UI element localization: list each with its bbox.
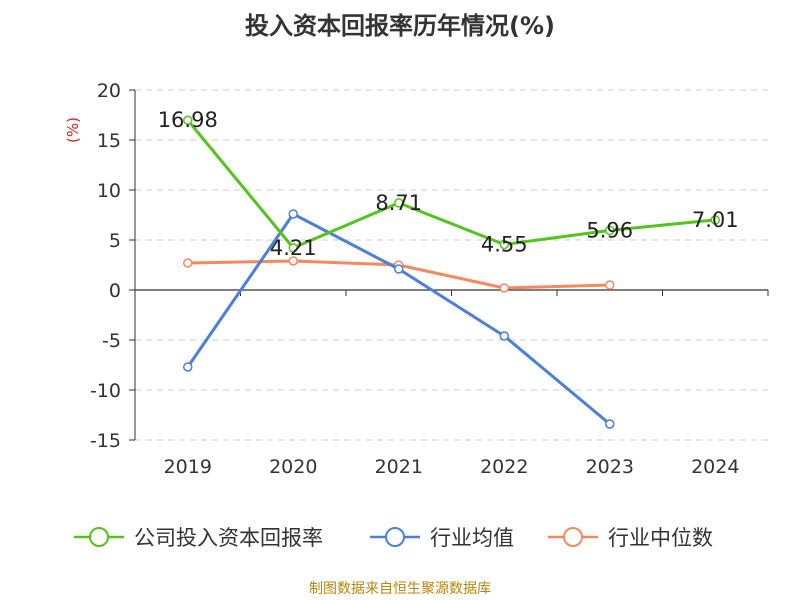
legend-item[interactable]: 行业中位数 xyxy=(548,526,713,550)
y-tick-label: -5 xyxy=(102,330,121,352)
y-tick-label: -15 xyxy=(90,430,121,452)
legend-item[interactable]: 公司投入资本回报率 xyxy=(74,526,323,550)
x-tick-label: 2024 xyxy=(691,456,739,478)
data-label: 7.01 xyxy=(692,208,739,232)
legend-marker xyxy=(563,527,583,547)
legend-marker xyxy=(385,527,405,547)
legend-label: 行业均值 xyxy=(430,526,514,550)
data-point xyxy=(605,225,615,236)
data-label: 8.71 xyxy=(375,191,422,215)
data-point xyxy=(183,115,193,125)
data-point xyxy=(499,331,509,341)
legend-label: 行业中位数 xyxy=(608,526,713,550)
data-point xyxy=(605,419,615,429)
grid-lines xyxy=(135,89,768,441)
data-labels: 16.98 4.21 8.71 4.55 5.96 7.01 xyxy=(158,108,739,260)
y-tick-label: 10 xyxy=(97,180,121,202)
y-axis-unit-label: (%) xyxy=(64,117,82,143)
x-tick-label: 2023 xyxy=(586,456,634,478)
y-tick-label: -10 xyxy=(90,380,121,402)
chart-title: 投入资本回报率历年情况(%) xyxy=(245,12,555,40)
data-point xyxy=(288,256,298,266)
data-point xyxy=(394,264,404,274)
data-label: 4.21 xyxy=(270,236,317,260)
data-point xyxy=(288,243,298,253)
legend[interactable]: 公司投入资本回报率 行业均值 行业中位数 xyxy=(74,526,713,550)
data-point xyxy=(183,258,193,268)
y-tick-label: 20 xyxy=(97,80,121,102)
data-point xyxy=(605,280,615,290)
source-note: 制图数据来自恒生聚源数据库 xyxy=(309,581,491,597)
data-label: 4.55 xyxy=(481,233,528,257)
x-tick-label: 2022 xyxy=(480,456,528,478)
data-point xyxy=(288,209,298,219)
data-label: 5.96 xyxy=(586,218,633,242)
series-line xyxy=(186,119,716,250)
axes: 20 15 10 5 0 -5 -10 -15 2019 2020 2021 2022 2023 2024 xyxy=(90,80,769,478)
y-tick-label: 0 xyxy=(109,280,121,302)
data-point xyxy=(499,283,509,293)
data-point xyxy=(499,239,509,250)
data-label: 16.98 xyxy=(158,108,218,132)
data-point xyxy=(183,362,193,372)
x-tick-label: 2019 xyxy=(164,456,212,478)
legend-item[interactable]: 行业均值 xyxy=(370,526,514,550)
series-line xyxy=(186,212,611,426)
x-tick-label: 2021 xyxy=(375,456,423,478)
legend-label: 公司投入资本回报率 xyxy=(134,526,323,550)
y-tick-label: 15 xyxy=(97,130,121,152)
data-point xyxy=(394,198,404,208)
y-tick-label: 5 xyxy=(109,230,121,252)
legend-marker xyxy=(89,527,109,547)
x-tick-label: 2020 xyxy=(269,456,317,478)
series-lines xyxy=(183,115,720,429)
data-point xyxy=(710,215,720,225)
